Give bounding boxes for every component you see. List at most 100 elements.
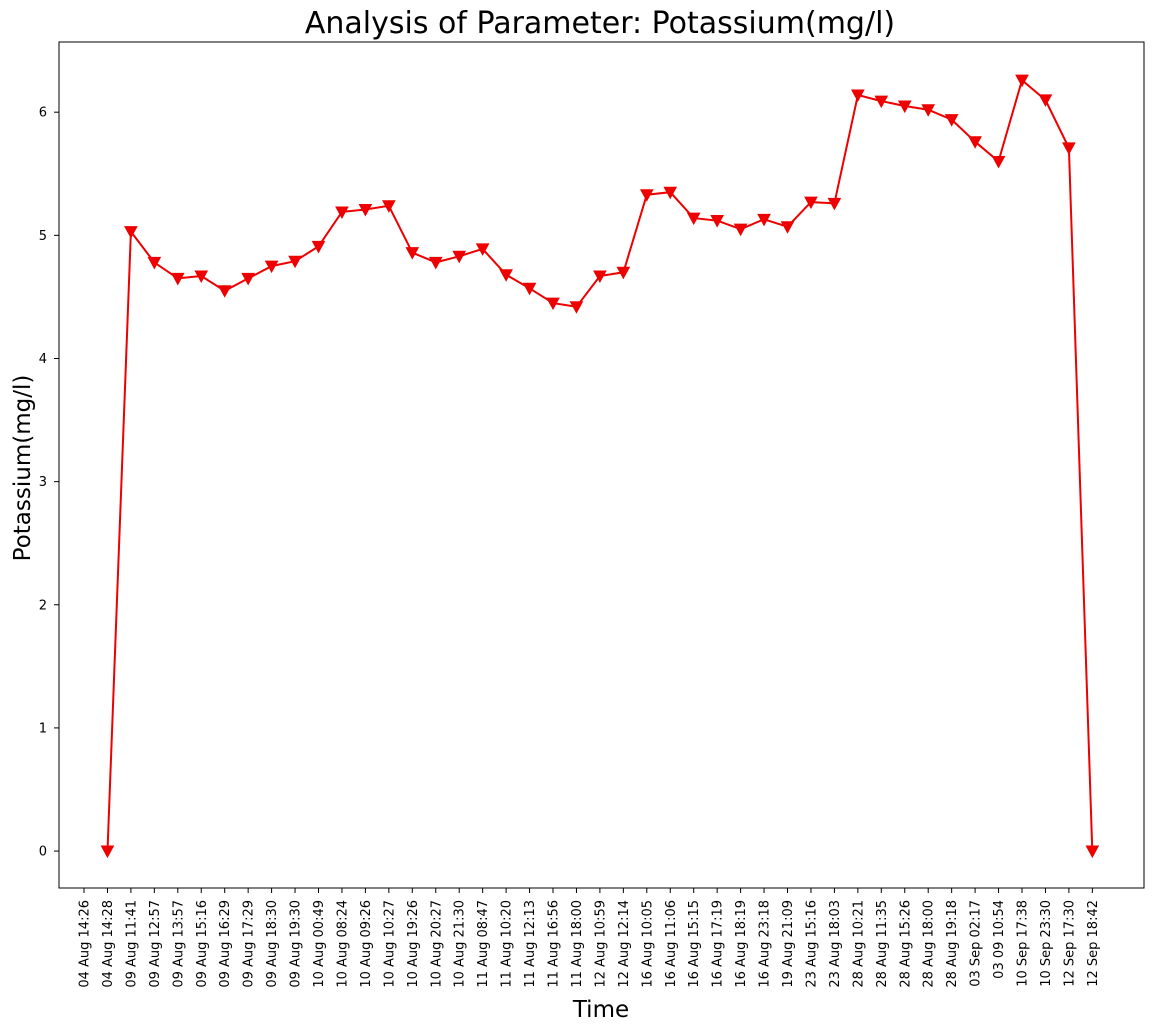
x-tick-label: 16 Aug 17:19 xyxy=(711,900,726,988)
x-tick-label: 09 Aug 17:29 xyxy=(242,900,257,988)
data-point xyxy=(100,845,115,859)
data-point xyxy=(358,203,373,217)
data-point xyxy=(452,250,467,264)
y-axis: 0 1 2 3 4 5 6 xyxy=(39,106,59,860)
x-tick-label: 12 Aug 12:14 xyxy=(617,900,632,988)
data-point xyxy=(264,260,279,274)
x-tick-label: 04 Aug 14:28 xyxy=(101,900,116,988)
data-point xyxy=(1085,845,1100,859)
x-tick-label: 03 Sep 02:17 xyxy=(969,900,984,987)
data-point xyxy=(944,114,959,127)
x-tick-label: 11 Aug 18:00 xyxy=(570,900,585,988)
x-tick-label: 11 Aug 10:20 xyxy=(500,900,515,988)
data-point xyxy=(546,297,560,311)
data-point xyxy=(639,189,654,202)
data-point xyxy=(616,266,631,280)
data-point xyxy=(851,89,865,102)
data-point xyxy=(991,155,1006,169)
data-point xyxy=(874,95,889,109)
data-point xyxy=(804,196,818,210)
plot-area: 0 1 2 3 4 5 6 04 Aug 14:26 04 Aug 14:28 09 Aug 1… xyxy=(39,41,1145,988)
x-tick-label: 10 Aug 08:24 xyxy=(335,900,350,988)
y-tick-label: 0 xyxy=(39,845,47,860)
data-point xyxy=(522,282,537,296)
y-tick-label: 3 xyxy=(39,475,47,490)
data-point xyxy=(217,285,232,298)
x-tick-label: 09 Aug 11:41 xyxy=(124,900,139,988)
x-tick-label: 28 Aug 18:00 xyxy=(922,900,937,988)
x-tick-label: 28 Aug 19:18 xyxy=(945,900,960,988)
data-point xyxy=(428,256,443,270)
series-markers xyxy=(100,74,1100,859)
y-axis-label: Potassium(mg/l) xyxy=(10,375,36,562)
data-point xyxy=(921,104,936,117)
x-tick-label: 09 Aug 13:57 xyxy=(171,900,186,988)
x-tick-label: 19 Aug 21:09 xyxy=(781,900,796,988)
data-point xyxy=(569,301,584,314)
data-point xyxy=(733,223,748,237)
x-tick-label: 09 Aug 12:57 xyxy=(148,900,163,988)
x-tick-label: 23 Aug 18:03 xyxy=(828,900,843,988)
x-tick-label: 03 09 10:54 xyxy=(992,900,1007,979)
data-point xyxy=(335,206,349,219)
x-tick-label: 09 Aug 16:29 xyxy=(218,900,233,988)
data-point xyxy=(311,240,326,254)
data-point xyxy=(241,272,255,286)
x-tick-label: 10 Aug 19:26 xyxy=(406,900,421,988)
data-point xyxy=(897,100,912,114)
series-line xyxy=(106,78,1094,852)
x-tick-label: 23 Aug 15:16 xyxy=(804,900,819,988)
chart-title: Analysis of Parameter: Potassium(mg/l) xyxy=(305,6,895,41)
x-tick-label: 11 Aug 16:56 xyxy=(547,900,562,988)
y-tick-label: 5 xyxy=(39,229,47,244)
x-tick-label: 09 Aug 15:16 xyxy=(195,900,210,988)
data-point xyxy=(827,197,842,211)
x-tick-label: 09 Aug 19:30 xyxy=(289,900,304,988)
x-tick-label: 12 Sep 17:30 xyxy=(1062,900,1077,987)
data-point xyxy=(1038,94,1053,107)
data-point xyxy=(1015,74,1029,88)
data-point xyxy=(288,255,302,269)
x-tick-label: 28 Aug 11:35 xyxy=(875,900,890,988)
data-point xyxy=(382,200,396,213)
x-tick-label: 12 Sep 18:42 xyxy=(1086,900,1101,987)
x-tick-label: 28 Aug 15:26 xyxy=(898,900,913,988)
data-point xyxy=(593,270,607,284)
x-tick-label: 10 Sep 23:30 xyxy=(1039,900,1054,987)
y-tick-label: 2 xyxy=(39,598,47,613)
x-axis: 04 Aug 14:26 04 Aug 14:28 09 Aug 11:41 09 A… xyxy=(78,888,1101,988)
x-tick-label: 12 Aug 10:59 xyxy=(593,900,608,988)
data-point xyxy=(1062,142,1076,155)
x-tick-label: 10 Aug 10:27 xyxy=(382,900,397,988)
x-tick-label: 16 Aug 23:18 xyxy=(758,900,773,988)
data-point xyxy=(710,215,724,228)
data-point xyxy=(194,270,209,284)
x-tick-label: 28 Aug 10:21 xyxy=(851,900,866,988)
x-tick-label: 10 Aug 09:26 xyxy=(359,900,374,988)
x-tick-label: 10 Aug 20:27 xyxy=(429,900,444,988)
x-tick-label: 09 Aug 18:30 xyxy=(265,900,280,988)
data-point xyxy=(757,213,771,227)
data-point xyxy=(405,247,420,260)
data-point xyxy=(663,186,678,200)
x-tick-label: 16 Aug 11:06 xyxy=(664,900,679,988)
data-point xyxy=(147,256,162,270)
x-tick-label: 04 Aug 14:26 xyxy=(78,900,93,988)
data-point xyxy=(170,272,185,286)
data-point xyxy=(124,226,138,239)
x-tick-label: 16 Aug 10:05 xyxy=(640,900,655,988)
data-point xyxy=(780,221,795,234)
x-tick-label: 11 Aug 12:13 xyxy=(523,900,538,988)
x-tick-label: 10 Sep 17:38 xyxy=(1016,900,1031,987)
x-tick-label: 10 Aug 21:30 xyxy=(453,900,468,988)
data-point xyxy=(968,136,982,149)
data-point xyxy=(475,243,490,256)
x-axis-label: Time xyxy=(572,997,629,1023)
plot-frame xyxy=(58,41,1145,889)
x-tick-label: 16 Aug 18:19 xyxy=(734,900,749,988)
data-point xyxy=(686,212,701,226)
y-tick-label: 4 xyxy=(39,352,47,367)
x-tick-label: 10 Aug 00:49 xyxy=(312,900,327,988)
y-tick-label: 1 xyxy=(39,721,47,736)
